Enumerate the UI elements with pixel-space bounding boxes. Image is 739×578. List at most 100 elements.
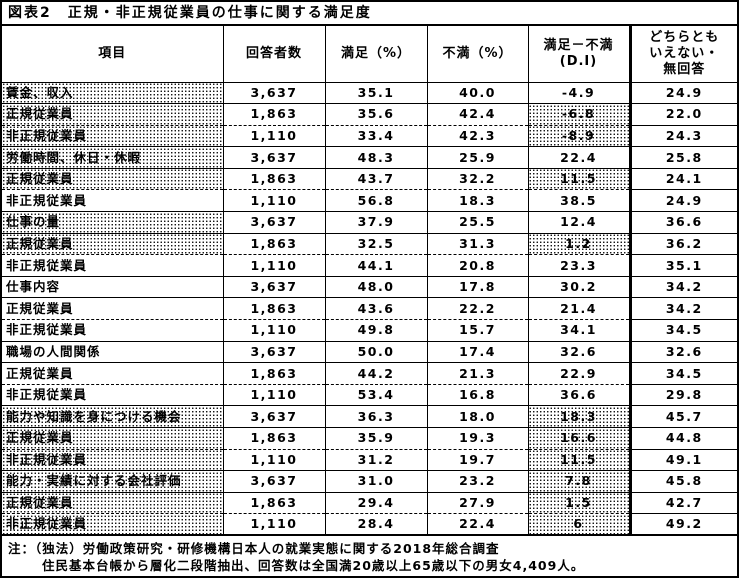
neither-cell: 34.2	[628, 297, 737, 320]
table-row: 能力・実績に対する会社評価 3,637 31.0 23.2 7.8 45.8	[2, 470, 737, 493]
item-label-cell: 正規従業員	[2, 232, 223, 255]
respondents-cell: 1,863	[222, 167, 325, 190]
header-row: 項目 回答者数 満足（%） 不満（%） 満足－不満 (D.I) どちらとも いえ…	[2, 26, 737, 82]
respondents-cell: 1,863	[222, 427, 325, 450]
table-row: 賃金、収入 3,637 35.1 40.0 -4.9 24.9	[2, 81, 737, 104]
neither-cell: 42.7	[628, 491, 737, 514]
di-cell: 18.3	[527, 405, 630, 428]
satisfied-cell: 32.5	[324, 232, 427, 255]
item-label-cell: 正規従業員	[2, 491, 223, 514]
neither-cell: 34.2	[628, 275, 737, 298]
satisfied-cell: 44.2	[324, 362, 427, 385]
neither-cell: 22.0	[628, 103, 737, 126]
item-label-cell: 賃金、収入	[2, 81, 223, 104]
di-cell: 12.4	[527, 211, 630, 234]
item-label-cell: 仕事の量	[2, 211, 223, 234]
respondents-cell: 3,637	[222, 405, 325, 428]
dissatisfied-cell: 42.4	[426, 103, 528, 126]
respondents-cell: 3,637	[222, 81, 325, 104]
di-cell: 11.5	[527, 167, 630, 190]
di-cell: 7.8	[527, 470, 630, 493]
table-row: 非正規従業員 1,110 56.8 18.3 38.5 24.9	[2, 189, 737, 212]
table-row: 非正規従業員 1,110 28.4 22.4 6 49.2	[2, 513, 737, 536]
table-row: 正規従業員 1,863 35.9 19.3 16.6 44.8	[2, 427, 737, 450]
table-row: 正規従業員 1,863 32.5 31.3 1.2 36.2	[2, 232, 737, 255]
neither-cell: 36.2	[628, 232, 737, 255]
neither-cell: 32.6	[628, 340, 737, 363]
item-label-cell: 能力や知識を身につける機会	[2, 405, 223, 428]
table-row: 正規従業員 1,863 35.6 42.4 -6.8 22.0	[2, 103, 737, 126]
dissatisfied-cell: 18.0	[426, 405, 528, 428]
dissatisfied-cell: 18.3	[426, 189, 528, 212]
neither-cell: 24.3	[628, 124, 737, 147]
respondents-cell: 1,863	[222, 232, 325, 255]
item-label-cell: 仕事内容	[2, 275, 223, 298]
satisfied-cell: 44.1	[324, 254, 427, 277]
satisfied-cell: 49.8	[324, 319, 427, 342]
dissatisfied-cell: 42.3	[426, 124, 528, 147]
table-body: 賃金、収入 3,637 35.1 40.0 -4.9 24.9 正規従業員 1,863 35.6…	[2, 81, 737, 536]
satisfied-cell: 31.2	[324, 448, 427, 471]
table-row: 職場の人間関係 3,637 50.0 17.4 32.6 32.6	[2, 340, 737, 363]
figure-title: 図表2 正規・非正規従業員の仕事に関する満足度	[2, 2, 737, 26]
neither-cell: 24.9	[628, 81, 737, 104]
item-label-cell: 労働時間、休日・休暇	[2, 146, 223, 169]
neither-cell: 25.8	[628, 146, 737, 169]
satisfied-cell: 35.6	[324, 103, 427, 126]
table-row: 非正規従業員 1,110 49.8 15.7 34.1 34.5	[2, 319, 737, 342]
dissatisfied-cell: 15.7	[426, 319, 528, 342]
di-cell: 30.2	[527, 275, 630, 298]
satisfied-cell: 53.4	[324, 383, 427, 406]
satisfied-cell: 29.4	[324, 491, 427, 514]
dissatisfied-cell: 32.2	[426, 167, 528, 190]
respondents-cell: 3,637	[222, 146, 325, 169]
item-label-cell: 職場の人間関係	[2, 340, 223, 363]
di-cell: 36.6	[527, 383, 630, 406]
di-cell: 1.2	[527, 232, 630, 255]
respondents-cell: 1,110	[222, 189, 325, 212]
table-row: 労働時間、休日・休暇 3,637 48.3 25.9 22.4 25.8	[2, 146, 737, 169]
respondents-cell: 1,110	[222, 319, 325, 342]
table-row: 非正規従業員 1,110 53.4 16.8 36.6 29.8	[2, 383, 737, 406]
di-cell: 34.1	[527, 319, 630, 342]
neither-cell: 45.7	[628, 405, 737, 428]
neither-cell: 24.1	[628, 167, 737, 190]
di-cell: 23.3	[527, 254, 630, 277]
header-neither: どちらとも いえない・ 無回答	[628, 26, 737, 82]
footnote: 注：（独法）労働政策研究・研修機構日本人の就業実態に関する2018年総合調査 住…	[2, 536, 737, 574]
table-row: 非正規従業員 1,110 31.2 19.7 11.5 49.1	[2, 448, 737, 471]
item-label-cell: 非正規従業員	[2, 448, 223, 471]
respondents-cell: 1,863	[222, 103, 325, 126]
dissatisfied-cell: 40.0	[426, 81, 528, 104]
satisfied-cell: 31.0	[324, 470, 427, 493]
neither-cell: 24.9	[628, 189, 737, 212]
item-label-cell: 非正規従業員	[2, 124, 223, 147]
di-cell: 38.5	[527, 189, 630, 212]
dissatisfied-cell: 17.4	[426, 340, 528, 363]
item-label-cell: 非正規従業員	[2, 189, 223, 212]
item-label-cell: 能力・実績に対する会社評価	[2, 470, 223, 493]
item-label-cell: 正規従業員	[2, 297, 223, 320]
di-cell: 21.4	[527, 297, 630, 320]
dissatisfied-cell: 31.3	[426, 232, 528, 255]
respondents-cell: 1,110	[222, 254, 325, 277]
header-dissatisfied: 不満（%）	[426, 26, 528, 82]
dissatisfied-cell: 27.9	[426, 491, 528, 514]
dissatisfied-cell: 17.8	[426, 275, 528, 298]
table-row: 仕事の量 3,637 37.9 25.5 12.4 36.6	[2, 211, 737, 234]
satisfied-cell: 28.4	[324, 513, 427, 536]
item-label-cell: 非正規従業員	[2, 513, 223, 536]
satisfaction-table: 項目 回答者数 満足（%） 不満（%） 満足－不満 (D.I) どちらとも いえ…	[2, 26, 737, 537]
satisfied-cell: 36.3	[324, 405, 427, 428]
table-row: 正規従業員 1,863 44.2 21.3 22.9 34.5	[2, 362, 737, 385]
neither-cell: 36.6	[628, 211, 737, 234]
header-respondents: 回答者数	[222, 26, 325, 82]
item-label-cell: 正規従業員	[2, 427, 223, 450]
table-row: 能力や知識を身につける機会 3,637 36.3 18.0 18.3 45.7	[2, 405, 737, 428]
respondents-cell: 1,110	[222, 448, 325, 471]
satisfied-cell: 43.7	[324, 167, 427, 190]
di-cell: 32.6	[527, 340, 630, 363]
table-row: 非正規従業員 1,110 33.4 42.3 -8.9 24.3	[2, 124, 737, 147]
di-cell: 1.5	[527, 491, 630, 514]
